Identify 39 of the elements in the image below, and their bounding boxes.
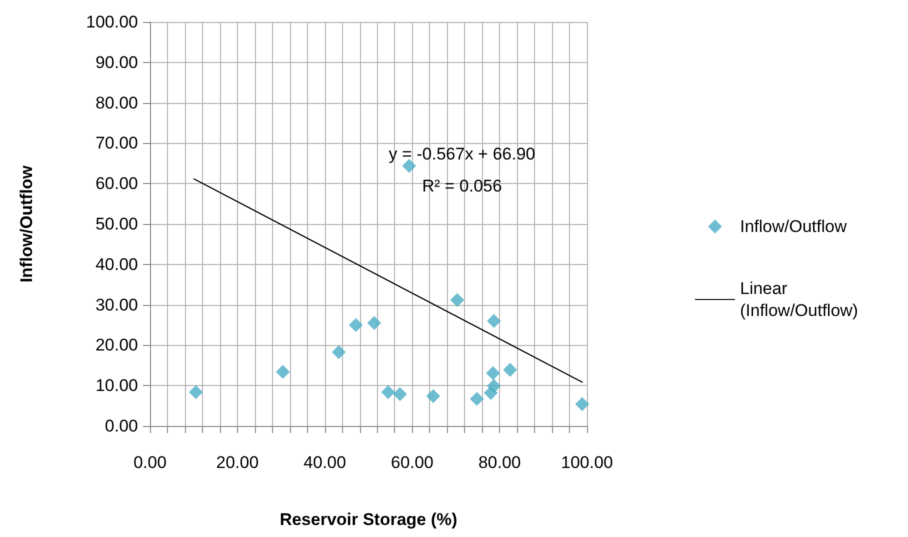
y-axis-title: Inflow/Outflow (17, 164, 36, 283)
point (276, 364, 290, 379)
x-tick-label: 80.00 (478, 453, 521, 472)
point (486, 379, 501, 394)
point (367, 316, 382, 330)
point (392, 387, 407, 402)
y-tick-label: 100.00 (86, 12, 138, 32)
point (486, 366, 500, 380)
y-tick-label: 60.00 (95, 174, 138, 194)
point (188, 385, 203, 400)
y-tick-label: 20.00 (95, 336, 138, 355)
point (426, 389, 440, 404)
point (575, 397, 590, 412)
point (402, 158, 416, 173)
point (470, 392, 484, 406)
y-tick-label: 50.00 (95, 214, 138, 234)
annotation: R² = 0.056 (422, 176, 502, 196)
y-tick-label: 70.00 (95, 134, 138, 153)
x-tick-label: 20.00 (216, 453, 259, 472)
y-tick-label: 30.00 (95, 295, 138, 314)
y-tick-label: 0.00 (104, 416, 138, 436)
x-tick-label: 60.00 (390, 453, 434, 472)
point (332, 345, 346, 360)
y-tick-label: 90.00 (95, 52, 138, 72)
point (450, 292, 464, 307)
point (503, 362, 518, 377)
point (348, 318, 363, 332)
x-tick-label: 100.00 (561, 453, 613, 472)
point (486, 314, 501, 328)
legend-label: Inflow/Outflow (740, 217, 848, 236)
x-axis-title: Reservoir Storage (%) (280, 510, 458, 529)
x-tick-label: 0.00 (133, 453, 167, 472)
y-tick-label: 80.00 (95, 93, 138, 112)
y-tick-label: 10.00 (95, 376, 138, 396)
point (381, 385, 396, 400)
legend-label: Linear (Inflow/Outflow) (740, 279, 858, 320)
x-tick-label: 40.00 (304, 453, 346, 472)
y-tick-label: 40.00 (95, 254, 138, 274)
annotation: y = -0.567x + 66.90 (388, 144, 536, 164)
